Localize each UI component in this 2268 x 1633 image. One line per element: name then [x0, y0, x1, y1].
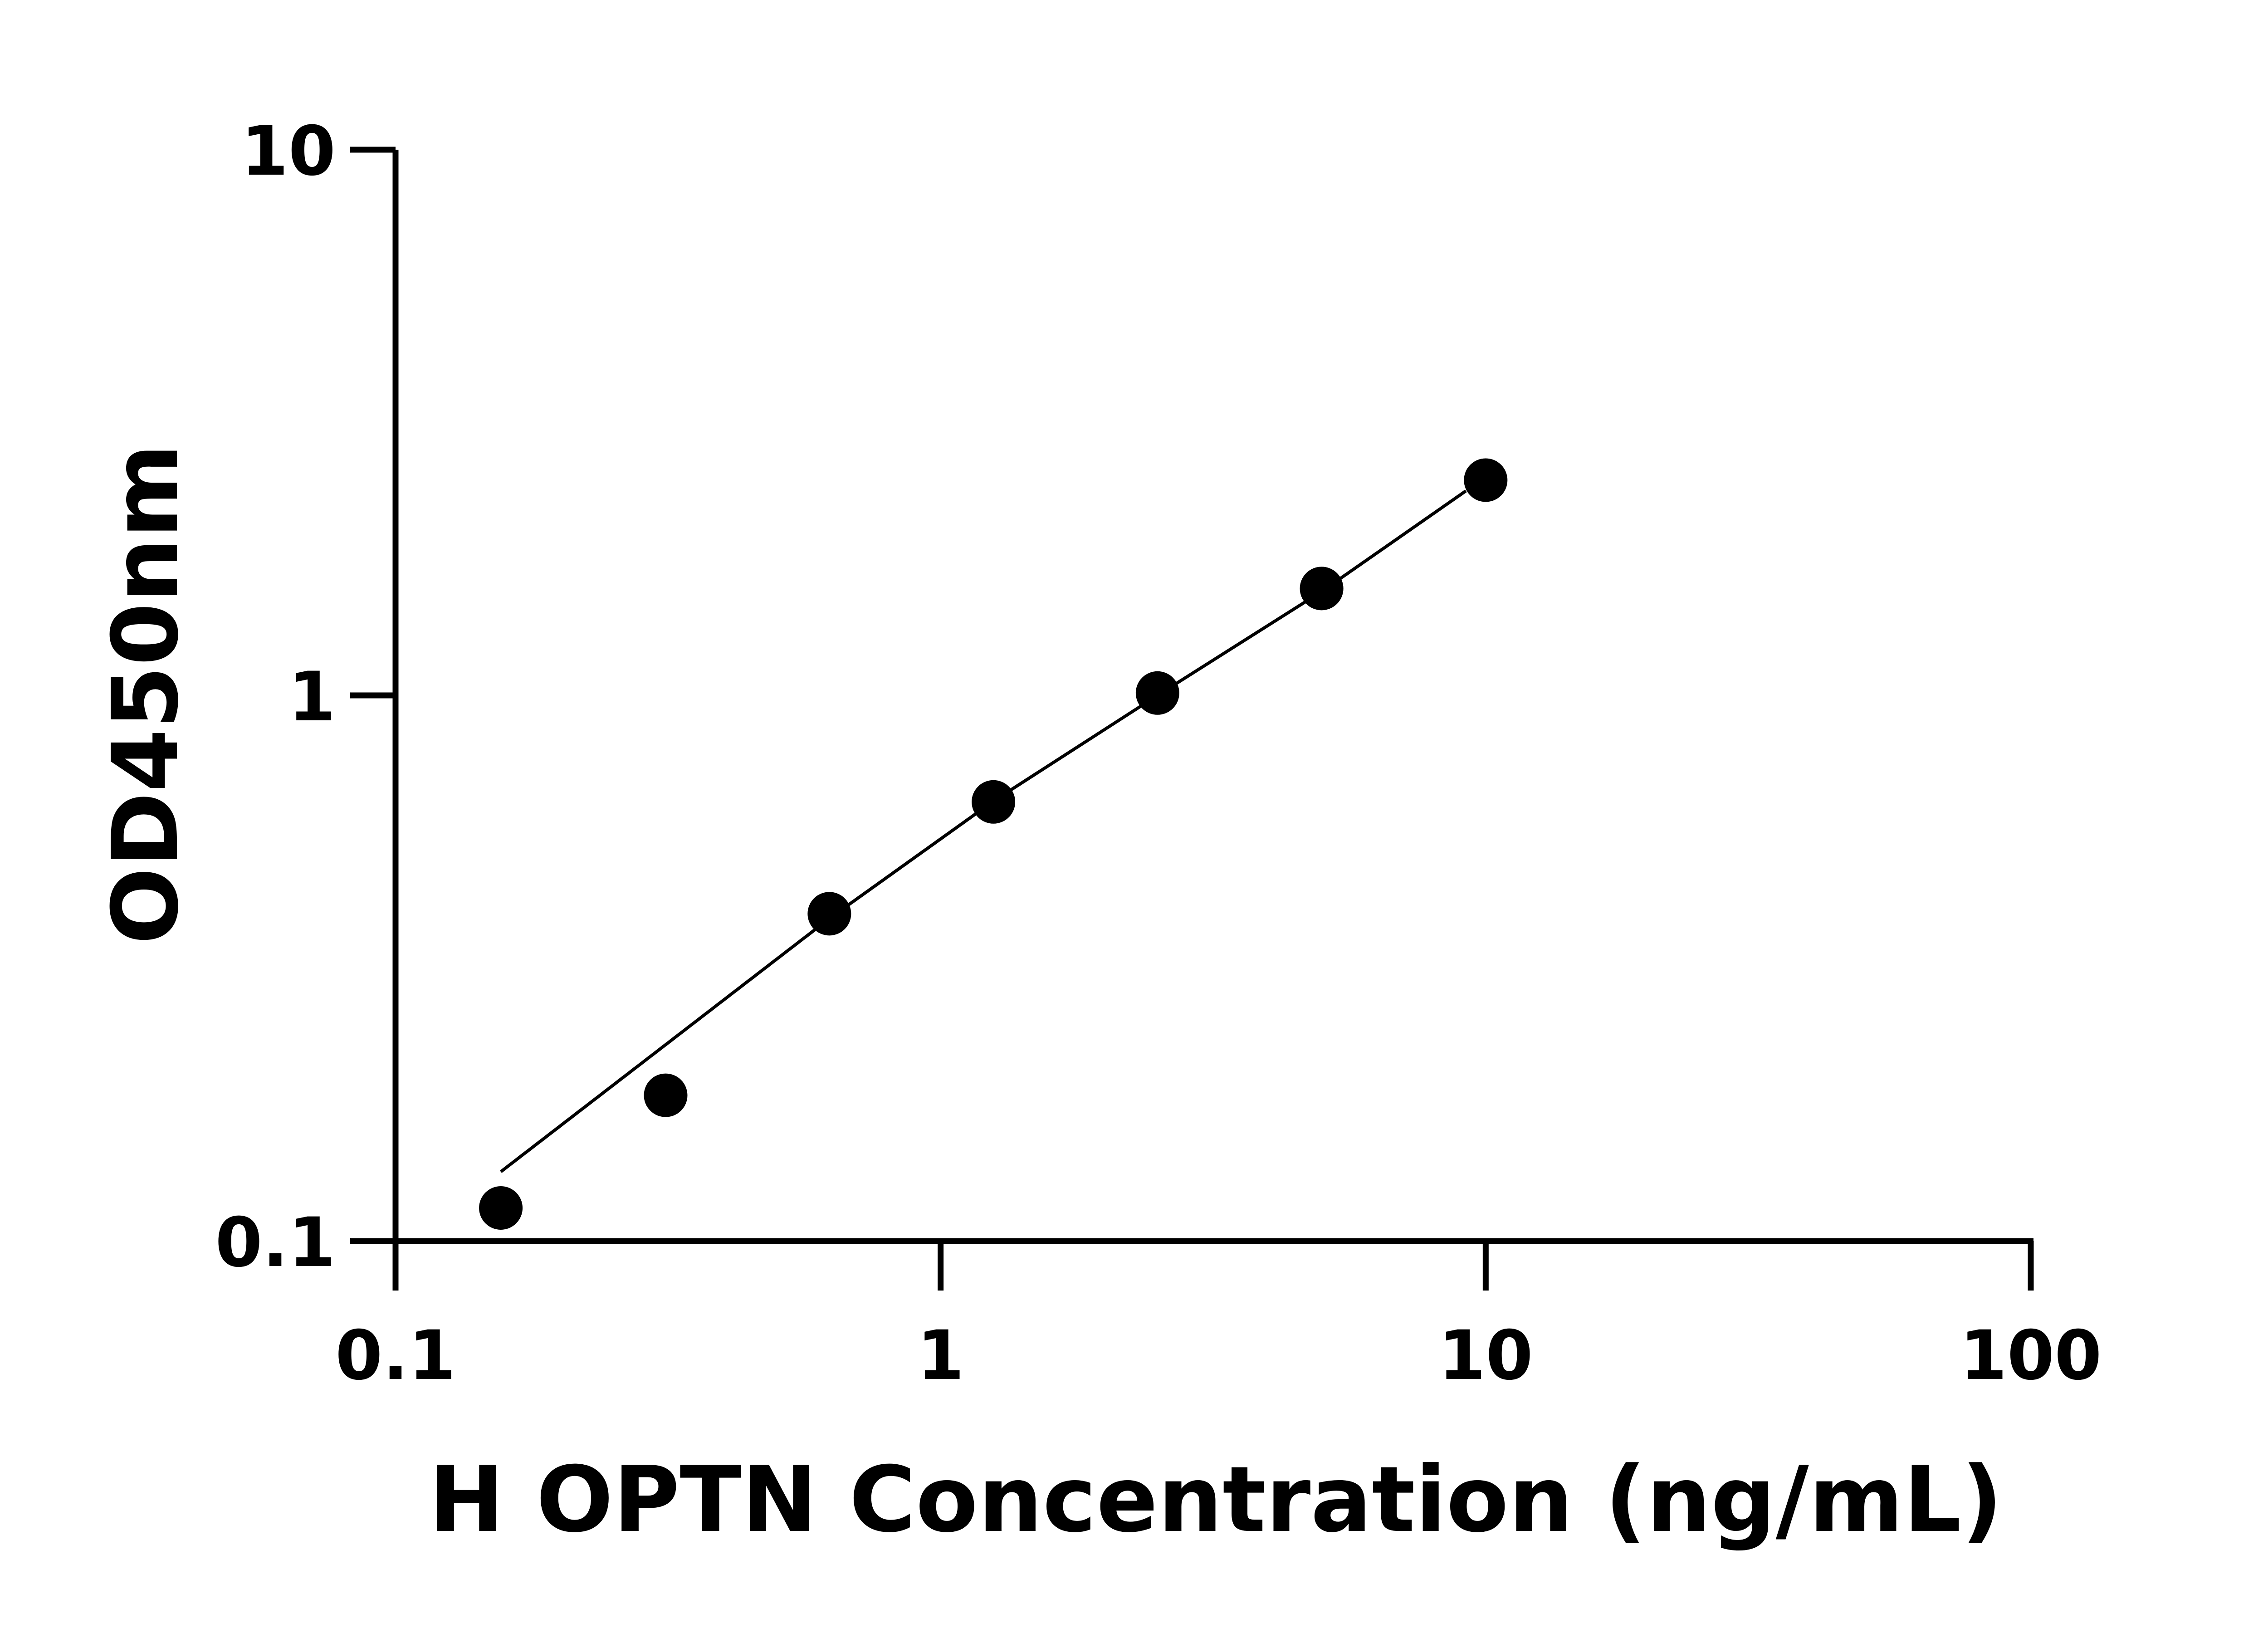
data-point	[479, 1186, 523, 1230]
x-axis-label: H OPTN Concentration (ng/mL)	[429, 1447, 2003, 1553]
data-point	[1300, 567, 1344, 611]
y-axis-label: OD450nm	[93, 444, 199, 944]
data-point	[1135, 671, 1179, 715]
data-point	[644, 1073, 688, 1117]
y-tick-label: 1	[288, 658, 336, 737]
data-points	[479, 458, 1508, 1230]
axes: 0.1 1 10 100 0.1 1 10	[215, 112, 2102, 1395]
x-tick-label: 1	[917, 1316, 964, 1395]
x-tick-label: 10	[1438, 1316, 1533, 1395]
data-point	[807, 892, 851, 936]
fit-line	[499, 489, 1467, 1173]
data-point	[1464, 458, 1508, 502]
y-tick-label: 0.1	[215, 1203, 336, 1282]
x-tick-label: 0.1	[335, 1316, 456, 1395]
x-tick-label: 100	[1960, 1316, 2102, 1395]
y-tick-label: 10	[241, 112, 336, 191]
data-point	[972, 780, 1016, 824]
